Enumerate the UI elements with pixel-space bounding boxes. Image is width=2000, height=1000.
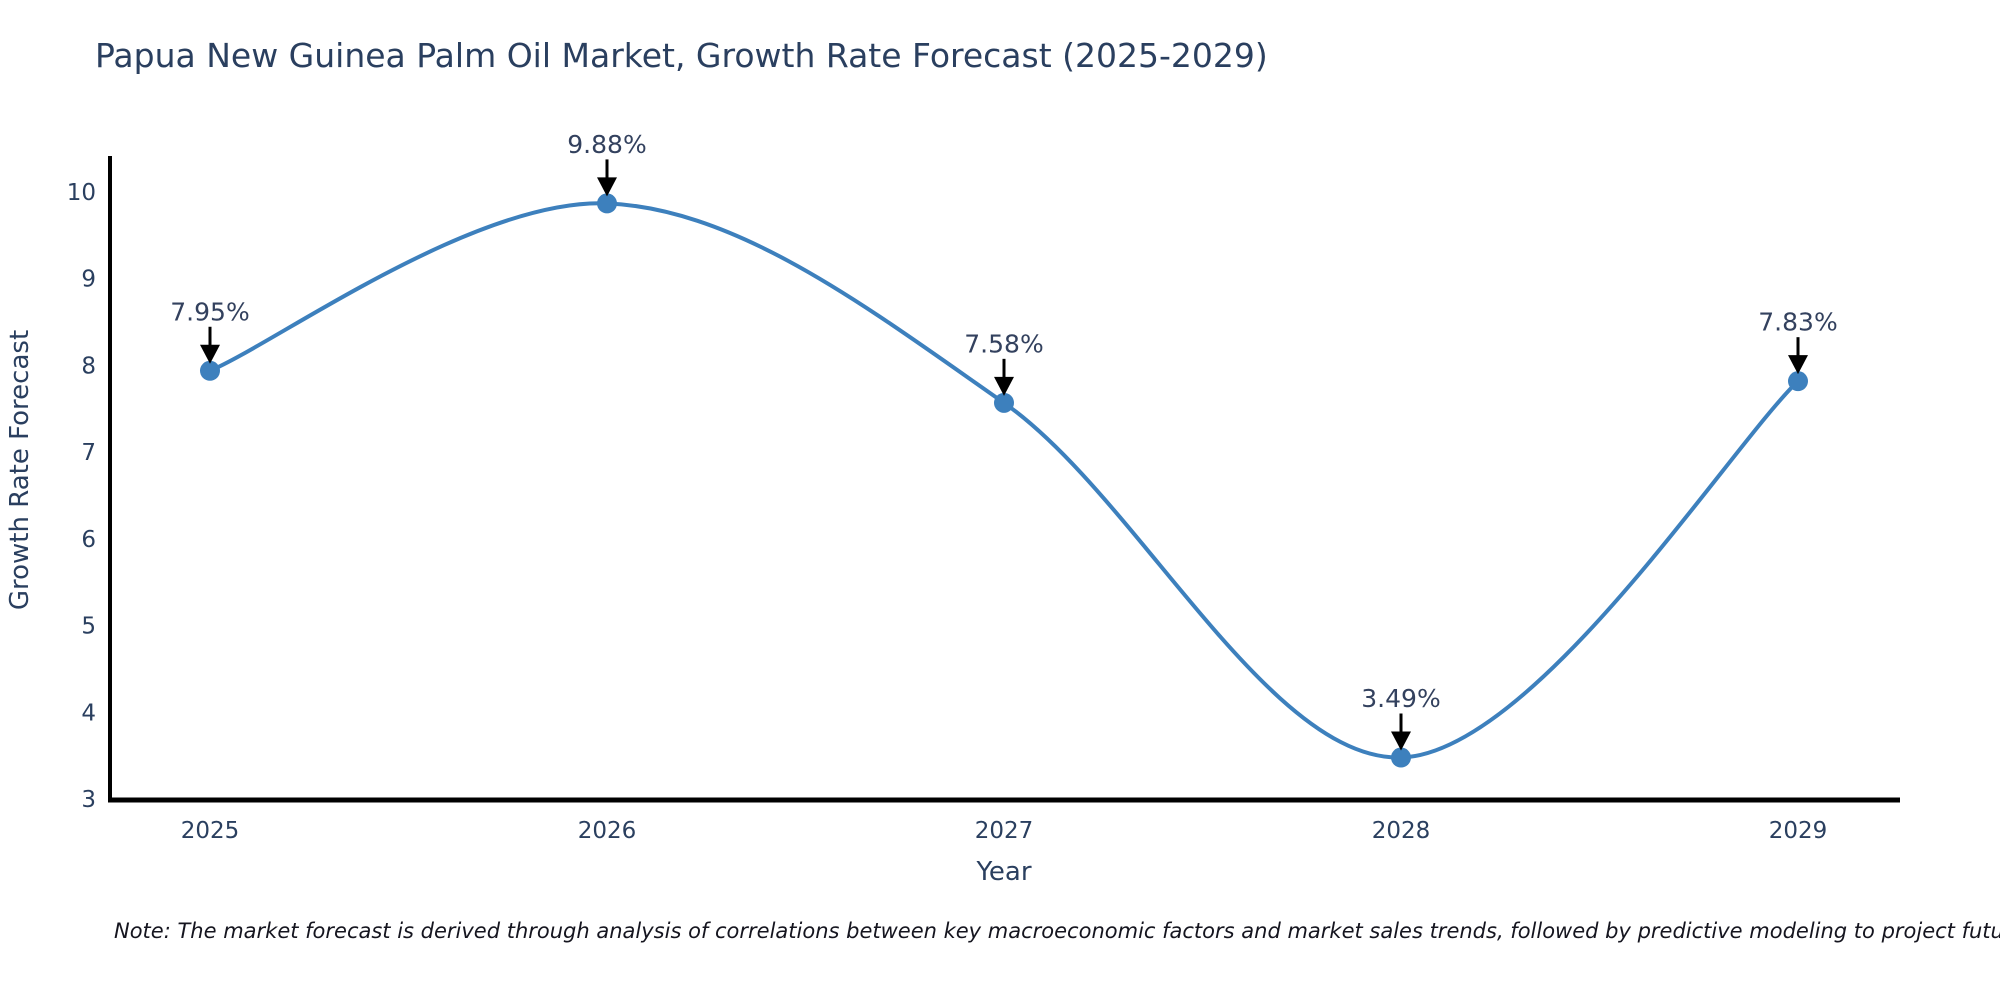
chart-title: Papua New Guinea Palm Oil Market, Growth… bbox=[95, 36, 1268, 75]
data-point-2026 bbox=[597, 193, 617, 214]
y-tick-label: 5 bbox=[81, 614, 96, 640]
point-value-label: 3.49% bbox=[1361, 684, 1440, 713]
point-value-label: 7.58% bbox=[964, 329, 1043, 358]
data-point-2025 bbox=[200, 360, 220, 381]
footnote: Note: The market forecast is derived thr… bbox=[114, 919, 2000, 943]
x-tick-label: 2027 bbox=[975, 818, 1034, 844]
y-tick-label: 10 bbox=[67, 180, 96, 206]
annotation-arrowhead-icon bbox=[1788, 355, 1808, 375]
x-tick-label: 2026 bbox=[578, 818, 637, 844]
annotation-arrowhead-icon bbox=[1391, 731, 1411, 751]
point-value-label: 9.88% bbox=[567, 130, 646, 159]
y-tick-label: 6 bbox=[81, 527, 96, 553]
series-group bbox=[200, 193, 1808, 768]
x-tick-label: 2029 bbox=[1769, 818, 1828, 844]
y-tick-label: 7 bbox=[81, 440, 96, 466]
data-point-2028 bbox=[1391, 747, 1411, 768]
annotation-arrowhead-icon bbox=[994, 376, 1014, 396]
y-tick-label: 4 bbox=[81, 700, 96, 726]
annotation-arrowhead-icon bbox=[200, 344, 220, 364]
y-tick-label: 8 bbox=[81, 353, 96, 379]
y-tick-label: 3 bbox=[81, 787, 96, 813]
series-line bbox=[208, 201, 1800, 760]
x-tick-label: 2028 bbox=[1372, 818, 1431, 844]
y-axis-tick-labels: 3 4 5 6 7 8 9 10 bbox=[67, 180, 96, 813]
x-axis-title: Year bbox=[975, 857, 1031, 887]
y-tick-label: 9 bbox=[81, 267, 96, 293]
point-value-label: 7.83% bbox=[1758, 308, 1837, 337]
data-point-2027 bbox=[994, 392, 1014, 413]
y-axis-title: Growth Rate Forecast bbox=[5, 330, 35, 610]
x-tick-label: 2025 bbox=[181, 818, 240, 844]
data-point-2029 bbox=[1788, 371, 1808, 392]
point-annotations: 7.95% 9.88% 7.58% 3.49% 7.83% bbox=[170, 130, 1838, 751]
x-axis-tick-labels: 2025 2026 2027 2028 2029 bbox=[181, 818, 1828, 844]
annotation-arrowhead-icon bbox=[597, 177, 617, 197]
point-value-label: 7.95% bbox=[170, 297, 249, 326]
